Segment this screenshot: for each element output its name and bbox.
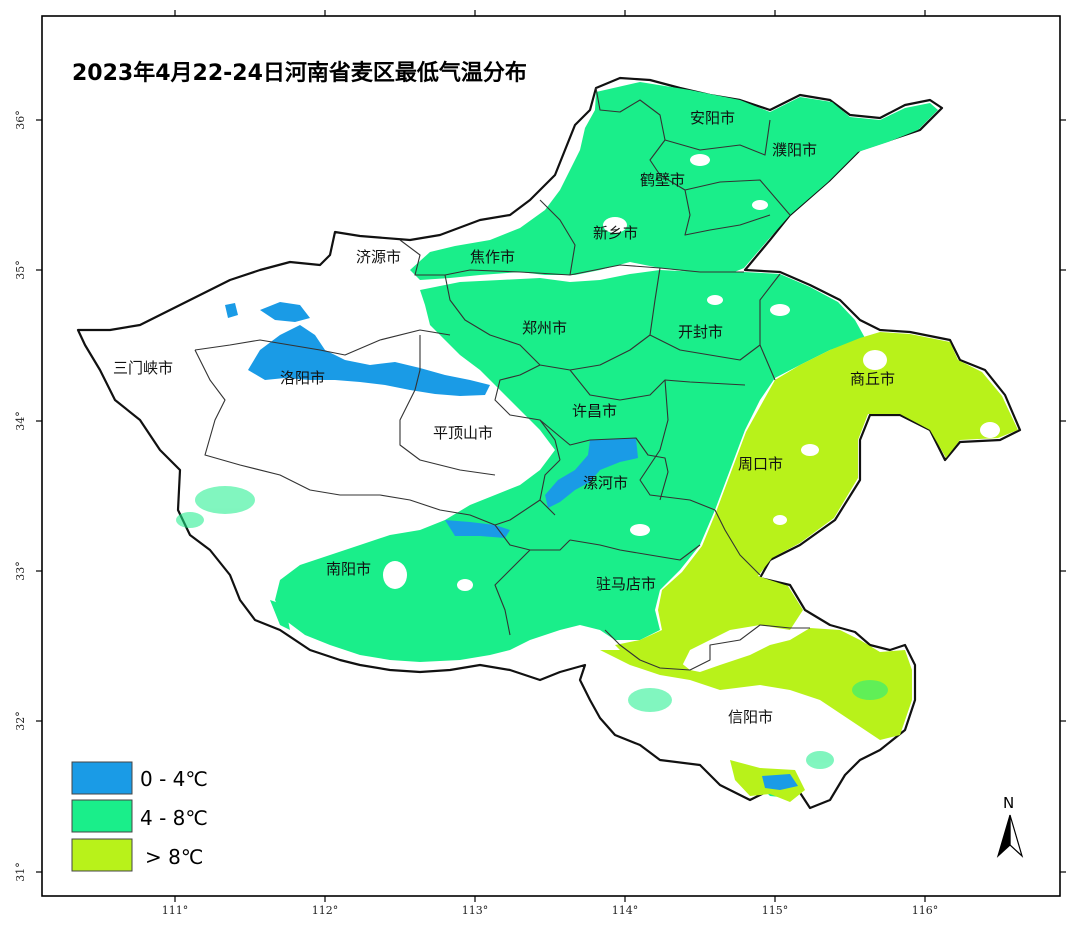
legend-swatch-0-4 — [71, 761, 133, 795]
city-label-xinyang: 信阳市 — [728, 708, 773, 726]
x-axis-ticks — [174, 10, 926, 902]
y-tick-label: 36° — [14, 110, 27, 130]
y-tick-label: 33° — [14, 561, 27, 581]
city-label-pingdingshan: 平顶山市 — [433, 424, 493, 442]
legend-swatch-4-8 — [71, 799, 133, 833]
legend: 0 - 4℃ 4 - 8℃ > 8℃ — [71, 761, 208, 872]
y-tick-label: 34° — [14, 411, 27, 431]
x-tick-label: 115° — [762, 904, 789, 917]
x-tick-label: 116° — [912, 904, 939, 917]
city-label-jiyuan: 济源市 — [356, 248, 401, 266]
y-axis-ticks — [36, 119, 1066, 873]
map-title: 2023年4月22-24日河南省麦区最低气温分布 — [72, 60, 527, 86]
city-label-nanyang: 南阳市 — [326, 560, 371, 578]
y-tick-label: 35° — [14, 260, 27, 280]
southern-patches — [176, 486, 888, 769]
city-label-luohe: 漯河市 — [583, 474, 628, 492]
x-tick-label: 114° — [612, 904, 639, 917]
zone-0-4 — [225, 302, 798, 790]
city-label-zhengzhou: 郑州市 — [522, 319, 567, 337]
y-tick-label: 31° — [14, 862, 27, 882]
city-label-shangqiu: 商丘市 — [850, 370, 895, 388]
city-label-puyang: 濮阳市 — [772, 141, 817, 159]
north-arrow-icon: N — [996, 794, 1024, 858]
legend-label-0-4: 0 - 4℃ — [140, 767, 208, 791]
x-tick-label: 112° — [312, 904, 339, 917]
city-label-sanmenxia: 三门峡市 — [113, 359, 173, 377]
legend-label-gt-8: > 8℃ — [145, 845, 203, 869]
city-label-zhumadian: 驻马店市 — [596, 575, 656, 593]
y-tick-label: 32° — [14, 711, 27, 731]
city-label-hebi: 鹤壁市 — [640, 171, 685, 189]
city-label-anyang: 安阳市 — [690, 109, 735, 127]
city-label-xuchang: 许昌市 — [572, 402, 617, 420]
city-label-zhoukou: 周口市 — [738, 455, 783, 473]
north-arrow-label: N — [1003, 794, 1014, 812]
legend-label-4-8: 4 - 8℃ — [140, 806, 208, 830]
city-borders — [194, 87, 810, 671]
city-label-xinxiang: 新乡市 — [593, 224, 638, 242]
x-tick-label: 113° — [462, 904, 489, 917]
non-crop-patches — [383, 154, 1000, 591]
city-label-kaifeng: 开封市 — [678, 323, 723, 341]
city-label-luoyang: 洛阳市 — [280, 369, 325, 387]
legend-swatch-gt-8 — [71, 838, 133, 872]
city-label-jiaozuo: 焦作市 — [470, 248, 515, 266]
x-tick-label: 111° — [162, 904, 189, 917]
